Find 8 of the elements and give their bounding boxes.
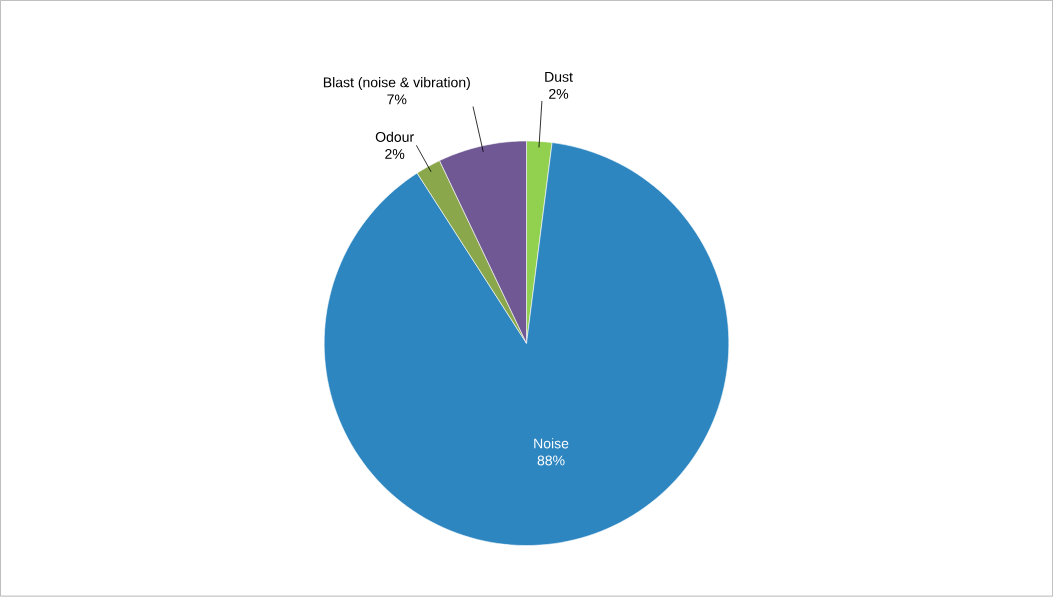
- data-label: 2%: [385, 149, 405, 160]
- slice-label: Dust: [545, 72, 573, 83]
- data-label: 2%: [549, 89, 569, 100]
- slice-label: Noise: [534, 438, 569, 449]
- data-label: 88%: [537, 455, 565, 466]
- slice-label: Odour: [375, 131, 414, 143]
- data-label: 7%: [387, 94, 407, 105]
- slice-label: Blast (noise & vibration): [323, 77, 470, 91]
